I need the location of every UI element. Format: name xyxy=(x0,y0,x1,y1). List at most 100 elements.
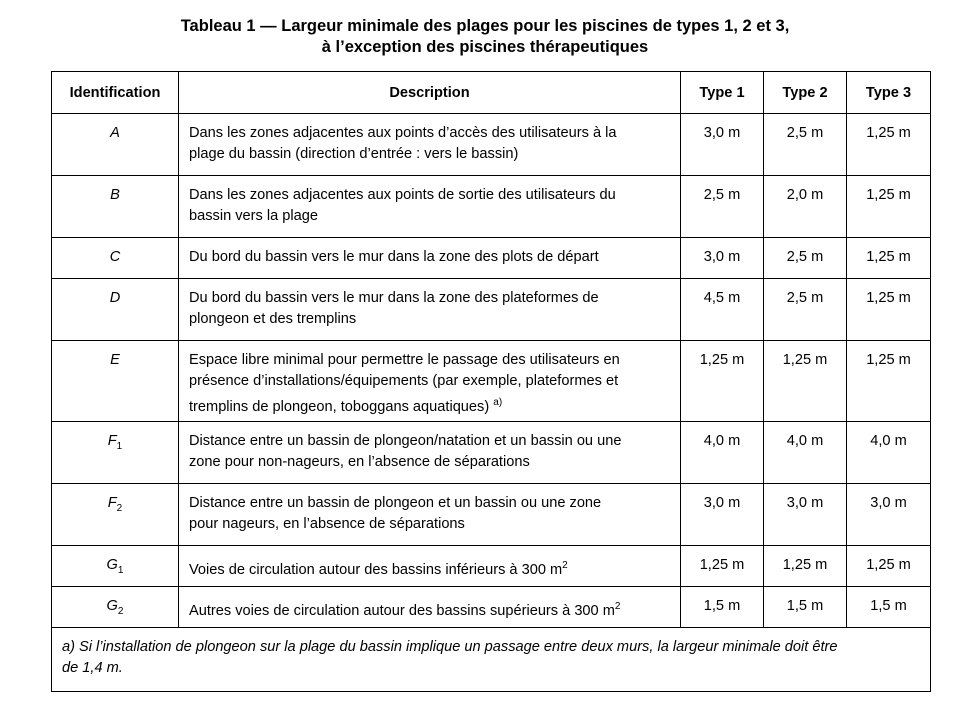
description-text: zone pour non-nageurs, en l’absence de s… xyxy=(189,454,530,470)
description-superscript: 2 xyxy=(562,560,568,571)
id-letter: B xyxy=(110,187,120,203)
row-description: Du bord du bassin vers le mur dans la zo… xyxy=(178,278,681,341)
id-letter: C xyxy=(109,249,121,265)
type-3-value: 1,25 m xyxy=(846,340,931,422)
type-3-value: 1,25 m xyxy=(846,278,931,341)
type-3-value: 1,25 m xyxy=(846,237,931,279)
type-2-value: 1,5 m xyxy=(763,586,847,628)
description-text: Distance entre un bassin de plongeon/nat… xyxy=(189,433,622,449)
table-row: G2 Autres voies de circulation autour des… xyxy=(51,586,931,628)
description-line: Autres voies de circulation autour des b… xyxy=(189,596,674,622)
row-identification: D xyxy=(51,278,179,341)
description-text: plage du bassin (direction d’entrée : ve… xyxy=(189,146,519,162)
description-line: bassin vers la plage xyxy=(189,206,674,227)
type-2-value: 2,5 m xyxy=(763,278,847,341)
type-2-value: 2,0 m xyxy=(763,175,847,238)
description-line: Distance entre un bassin de plongeon/nat… xyxy=(189,431,674,452)
description-text: Du bord du bassin vers le mur dans la zo… xyxy=(189,290,599,306)
type-1-value: 1,5 m xyxy=(680,586,764,628)
type-2-value: 1,25 m xyxy=(763,340,847,422)
description-line: plage du bassin (direction d’entrée : ve… xyxy=(189,144,674,165)
type-2-value: 1,25 m xyxy=(763,545,847,587)
description-text: Dans les zones adjacentes aux points de … xyxy=(189,187,616,203)
footnote-line: a) Si l’installation de plongeon sur la … xyxy=(62,639,838,655)
description-line: Du bord du bassin vers le mur dans la zo… xyxy=(189,288,674,309)
type-1-value: 3,0 m xyxy=(680,237,764,279)
row-identification: C xyxy=(51,237,179,279)
table-row: G1 Voies de circulation autour des bassin… xyxy=(51,545,931,587)
type-3-value: 1,25 m xyxy=(846,113,931,176)
type-1-value: 1,25 m xyxy=(680,545,764,587)
type-3-value: 1,25 m xyxy=(846,175,931,238)
description-text: tremplins de plongeon, toboggans aquatiq… xyxy=(189,399,494,415)
description-line: Dans les zones adjacentes aux points d’a… xyxy=(189,123,674,144)
type-3-value: 1,5 m xyxy=(846,586,931,628)
row-description: Distance entre un bassin de plongeon/nat… xyxy=(178,421,681,484)
type-1-value: 4,5 m xyxy=(680,278,764,341)
row-identification: G1 xyxy=(51,545,179,587)
type-2-value: 4,0 m xyxy=(763,421,847,484)
table-row: E Espace libre minimal pour permettre le … xyxy=(51,340,931,422)
row-description: Autres voies de circulation autour des b… xyxy=(178,586,681,628)
table-row: D Du bord du bassin vers le mur dans la z… xyxy=(51,278,931,341)
description-line: présence d’installations/équipements (pa… xyxy=(189,371,674,392)
type-3-value: 4,0 m xyxy=(846,421,931,484)
footnote-row: a) Si l’installation de plongeon sur la … xyxy=(51,627,931,692)
header-type-3: Type 3 xyxy=(846,71,931,114)
row-identification: F1 xyxy=(51,421,179,484)
row-identification: F2 xyxy=(51,483,179,546)
description-text: présence d’installations/équipements (pa… xyxy=(189,373,619,389)
description-text: Autres voies de circulation autour des b… xyxy=(189,603,615,619)
title-line: à l’exception des piscines thérapeutique… xyxy=(321,38,649,56)
row-description: Distance entre un bassin de plongeon et … xyxy=(178,483,681,546)
description-line: Voies de circulation autour des bassins … xyxy=(189,555,674,581)
id-letter: E xyxy=(110,352,120,368)
row-description: Dans les zones adjacentes aux points de … xyxy=(178,175,681,238)
id-letter: G xyxy=(106,557,118,573)
description-text: Dans les zones adjacentes aux points d’a… xyxy=(189,125,617,141)
description-text: Du bord du bassin vers le mur dans la zo… xyxy=(189,249,599,265)
id-letter: D xyxy=(109,290,121,306)
type-1-value: 2,5 m xyxy=(680,175,764,238)
description-line: tremplins de plongeon, toboggans aquatiq… xyxy=(189,392,674,418)
type-3-value: 1,25 m xyxy=(846,545,931,587)
description-superscript: 2 xyxy=(614,601,621,612)
type-2-value: 2,5 m xyxy=(763,113,847,176)
description-line: Distance entre un bassin de plongeon et … xyxy=(189,493,674,514)
description-line: Du bord du bassin vers le mur dans la zo… xyxy=(189,247,674,268)
type-2-value: 2,5 m xyxy=(763,237,847,279)
row-identification: B xyxy=(51,175,179,238)
row-identification: A xyxy=(51,113,179,176)
id-subscript: 1 xyxy=(117,565,124,576)
description-line: Espace libre minimal pour permettre le p… xyxy=(189,350,674,371)
title-line: Tableau 1 — Largeur minimale des plages … xyxy=(180,17,790,35)
row-description: Espace libre minimal pour permettre le p… xyxy=(178,340,681,422)
id-letter: F xyxy=(107,495,117,511)
description-text: Espace libre minimal pour permettre le p… xyxy=(189,352,620,368)
header-description: Description xyxy=(178,71,681,114)
table-row: A Dans les zones adjacentes aux points d’… xyxy=(51,113,931,176)
id-letter: F xyxy=(107,433,117,449)
row-description: Du bord du bassin vers le mur dans la zo… xyxy=(178,237,681,279)
id-letter: A xyxy=(110,125,120,141)
type-1-value: 4,0 m xyxy=(680,421,764,484)
header-row: Identification Description Type 1 Type 2… xyxy=(51,71,931,114)
id-letter: G xyxy=(106,598,118,614)
description-text: Voies de circulation autour des bassins … xyxy=(189,562,563,578)
table-row: F1 Distance entre un bassin de plongeon/n… xyxy=(51,421,931,484)
description-text: bassin vers la plage xyxy=(189,208,318,224)
description-text: Distance entre un bassin de plongeon et … xyxy=(189,495,602,511)
type-1-value: 3,0 m xyxy=(680,113,764,176)
id-subscript: 1 xyxy=(116,441,123,452)
footnote: a) Si l’installation de plongeon sur la … xyxy=(51,627,931,692)
table-row: F2 Distance entre un bassin de plongeon e… xyxy=(51,483,931,546)
header-identification: Identification xyxy=(51,71,179,114)
description-text: plongeon et des tremplins xyxy=(189,311,357,327)
row-description: Dans les zones adjacentes aux points d’a… xyxy=(178,113,681,176)
description-superscript: a) xyxy=(493,397,503,408)
type-1-value: 1,25 m xyxy=(680,340,764,422)
row-description: Voies de circulation autour des bassins … xyxy=(178,545,681,587)
id-subscript: 2 xyxy=(117,606,124,617)
row-identification: E xyxy=(51,340,179,422)
width-table: Identification Description Type 1 Type 2… xyxy=(51,71,931,692)
